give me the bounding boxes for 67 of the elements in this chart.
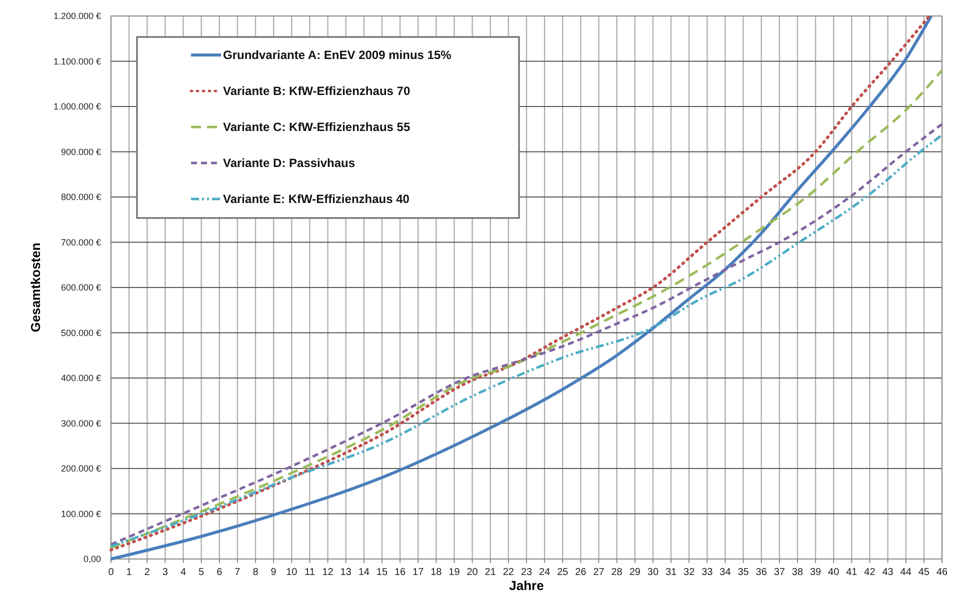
y-axis-title: Gesamtkosten <box>28 242 43 332</box>
x-tick-label: 25 <box>557 567 569 578</box>
x-tick-label: 22 <box>502 567 514 578</box>
y-tick-label: 800.000 € <box>60 192 101 202</box>
x-tick-label: 2 <box>144 567 150 578</box>
x-tick-label: 37 <box>774 567 786 578</box>
y-tick-label: 600.000 € <box>60 282 101 292</box>
y-tick-label: 500.000 € <box>60 328 101 338</box>
x-tick-label: 3 <box>162 567 168 578</box>
legend-label: Grundvariante A: EnEV 2009 minus 15% <box>223 48 452 62</box>
y-tick-label: 100.000 € <box>60 508 101 519</box>
x-tick-label: 16 <box>394 567 406 578</box>
x-tick-label: 4 <box>180 567 186 578</box>
x-tick-label: 35 <box>738 567 750 578</box>
x-tick-label: 7 <box>234 567 241 578</box>
x-tick-label: 41 <box>846 567 858 578</box>
x-tick-label: 45 <box>918 567 930 578</box>
x-tick-label: 38 <box>792 567 804 578</box>
legend-label: Variante D: Passivhaus <box>223 156 356 170</box>
x-tick-label: 30 <box>647 567 659 578</box>
x-tick-label: 17 <box>412 567 424 578</box>
x-tick-label: 39 <box>810 567 822 578</box>
x-tick-label: 21 <box>484 567 496 578</box>
x-tick-label: 34 <box>720 567 732 578</box>
y-tick-label: 700.000 € <box>60 237 101 248</box>
x-tick-label: 40 <box>828 567 840 578</box>
x-tick-label: 9 <box>270 567 277 578</box>
legend-label: Variante C: KfW-Effizienzhaus 55 <box>223 120 410 134</box>
x-tick-label: 0 <box>108 567 114 578</box>
legend-label: Variante B: KfW-Effizienzhaus 70 <box>223 84 410 98</box>
y-tick-label: 200.000 € <box>60 464 101 474</box>
x-tick-label: 20 <box>466 567 478 578</box>
x-tick-label: 10 <box>286 567 298 578</box>
x-tick-label: 29 <box>629 567 641 578</box>
y-tick-label: 400.000 € <box>60 373 101 383</box>
x-tick-label: 32 <box>684 567 696 578</box>
x-tick-label: 27 <box>593 567 605 578</box>
x-tick-label: 28 <box>611 567 623 578</box>
x-tick-label: 14 <box>358 567 370 578</box>
y-tick-label: 1.100.000 € <box>53 56 101 66</box>
x-tick-label: 31 <box>665 567 678 578</box>
y-tick-label: 1.200.000 € <box>53 11 101 21</box>
x-tick-label: 13 <box>340 567 352 578</box>
x-tick-label: 23 <box>520 567 532 578</box>
x-tick-label: 43 <box>882 567 894 578</box>
x-tick-label: 1 <box>126 567 132 578</box>
x-tick-label: 19 <box>448 567 460 578</box>
y-tick-label: 1.000.000 € <box>53 102 101 112</box>
x-tick-label: 33 <box>702 567 714 578</box>
y-tick-label: 900.000 € <box>60 146 101 157</box>
x-tick-label: 6 <box>216 567 223 578</box>
x-tick-label: 46 <box>936 567 948 578</box>
x-axis-title: Jahre <box>509 578 544 592</box>
x-tick-label: 8 <box>252 567 259 578</box>
x-tick-label: 36 <box>756 567 768 578</box>
x-tick-label: 42 <box>864 567 876 578</box>
y-tick-label: 300.000 € <box>60 418 101 428</box>
x-tick-label: 5 <box>198 567 205 578</box>
x-tick-label: 26 <box>575 567 587 578</box>
x-tick-label: 24 <box>539 567 551 578</box>
legend-label: Variante E: KfW-Effizienzhaus 40 <box>223 192 410 206</box>
x-tick-label: 12 <box>322 567 334 578</box>
x-tick-label: 44 <box>900 567 912 578</box>
x-tick-label: 18 <box>430 567 442 578</box>
x-tick-label: 15 <box>376 567 388 578</box>
y-tick-label: 0,00 <box>83 554 101 564</box>
x-tick-label: 11 <box>304 567 316 578</box>
